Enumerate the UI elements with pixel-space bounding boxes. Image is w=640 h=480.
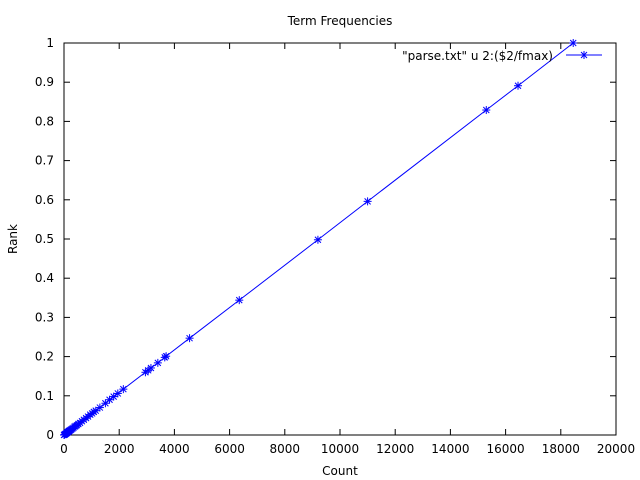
data-point	[235, 296, 244, 305]
y-tick-label: 0.3	[35, 310, 54, 324]
x-tick-label: 20000	[597, 442, 635, 456]
data-point	[162, 352, 171, 361]
y-tick-label: 0.2	[35, 350, 54, 364]
y-axis-ticks: 0 0.1 0.2 0.3 0.4 0.5 0.6 0.7 0.8 0.9 1	[35, 36, 616, 442]
y-tick-label: 0	[46, 428, 54, 442]
y-tick-label: 0.5	[35, 232, 54, 246]
data-point	[91, 406, 100, 415]
data-point	[482, 106, 491, 115]
x-tick-label: 18000	[542, 442, 580, 456]
x-tick-label: 10000	[321, 442, 359, 456]
data-point	[95, 403, 104, 412]
y-tick-label: 1	[46, 36, 54, 50]
legend: "parse.txt" u 2:($2/fmax)	[402, 49, 602, 63]
y-tick-label: 0.1	[35, 389, 54, 403]
legend-label: "parse.txt" u 2:($2/fmax)	[402, 49, 553, 63]
x-tick-label: 8000	[270, 442, 301, 456]
y-tick-label: 0.6	[35, 193, 54, 207]
data-point	[146, 363, 155, 372]
x-axis-ticks: 0 2000 4000 6000 8000 10000 12000 14000 16000 180…	[60, 43, 635, 456]
data-point	[153, 358, 162, 367]
data-point	[119, 385, 128, 394]
x-tick-label: 6000	[214, 442, 245, 456]
x-tick-label: 0	[60, 442, 68, 456]
data-point	[105, 395, 114, 404]
data-point	[580, 51, 588, 59]
x-tick-label: 4000	[159, 442, 190, 456]
data-point	[514, 81, 523, 90]
data-point	[113, 389, 122, 398]
series-layer	[60, 39, 578, 439]
data-point	[313, 235, 322, 244]
y-tick-label: 0.9	[35, 75, 54, 89]
data-point	[363, 197, 372, 206]
y-tick-label: 0.7	[35, 154, 54, 168]
y-tick-label: 0.4	[35, 271, 54, 285]
y-axis-label: Rank	[6, 224, 20, 254]
legend-marker	[580, 51, 588, 59]
plot-frame	[63, 42, 617, 436]
x-tick-label: 14000	[431, 442, 469, 456]
data-point	[569, 39, 578, 47]
x-axis-label: Count	[322, 464, 358, 478]
x-tick-label: 12000	[376, 442, 414, 456]
y-tick-label: 0.8	[35, 114, 54, 128]
x-tick-label: 16000	[487, 442, 525, 456]
chart-title: Term Frequencies	[287, 14, 393, 28]
data-point	[109, 392, 118, 401]
x-tick-label: 2000	[104, 442, 135, 456]
data-point	[185, 334, 194, 343]
